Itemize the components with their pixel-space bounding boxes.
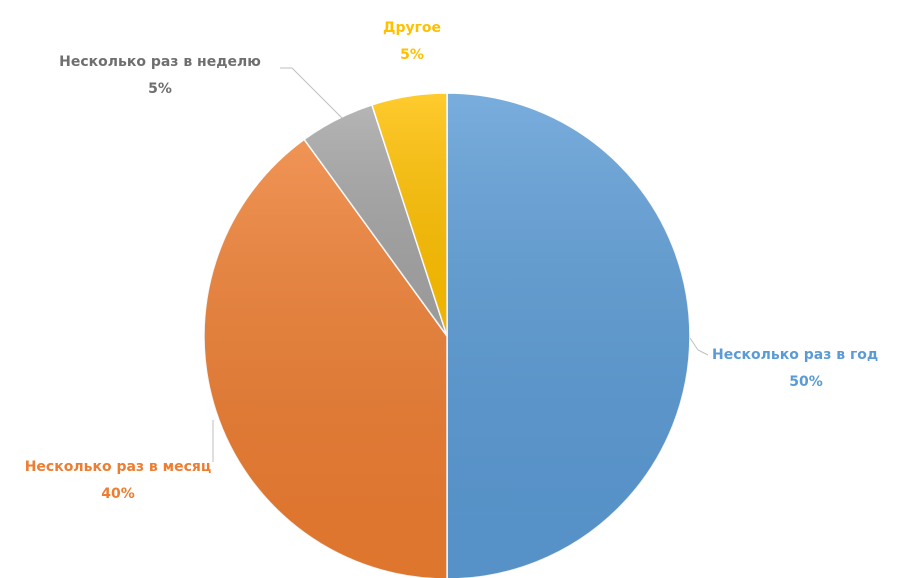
leader-line	[280, 67, 343, 119]
slice-value-label: 50%	[789, 374, 823, 390]
slice-value-label: 5%	[148, 81, 172, 97]
leader-line	[689, 337, 709, 356]
slice-label: Несколько раз в год	[712, 347, 878, 363]
slice-label: Другое	[383, 20, 441, 36]
slice-value-label: 40%	[101, 486, 135, 502]
slice-label: Несколько раз в месяц	[25, 459, 212, 475]
slice-label: Несколько раз в неделю	[59, 54, 261, 70]
slice-value-label: 5%	[400, 47, 424, 63]
pie-slice	[446, 92, 691, 578]
